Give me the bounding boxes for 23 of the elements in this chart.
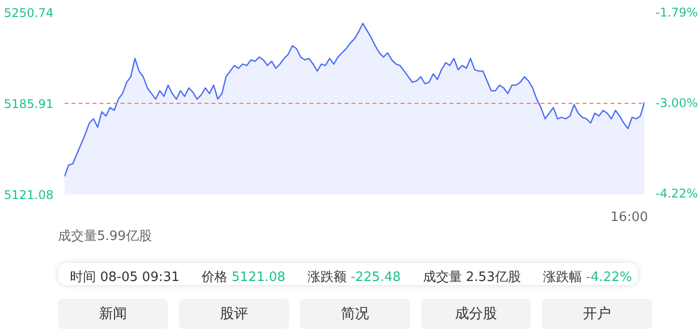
text: 成交量 [422, 270, 462, 285]
text: 16:00 [610, 209, 648, 227]
text: 涨跌幅 [542, 270, 582, 285]
text: -225.48 [350, 270, 401, 285]
y-tick-label: 5185.91 [4, 97, 54, 111]
text: 5121.08 [232, 270, 286, 285]
y2-tick-label: -3.00% [656, 96, 698, 110]
text: 成分股 [421, 299, 531, 329]
text: 涨跌额 [307, 270, 346, 285]
text: 股评 [179, 299, 289, 329]
y2-tick-label: -1.79% [656, 6, 698, 20]
text: 新闻 [58, 299, 168, 329]
text: 成交量5.99亿股 [58, 228, 153, 246]
text: -4.22% [586, 270, 632, 285]
text: 08-05 09:31 [100, 270, 180, 285]
text: 时间 [70, 270, 96, 285]
y-tick-label: 5121.08 [4, 188, 54, 202]
text: 2.53亿股 [466, 270, 521, 285]
text: 开户 [542, 299, 652, 329]
text: 价格 [202, 270, 228, 285]
y2-tick-label: -4.22% [656, 186, 698, 200]
text: 简况 [300, 299, 410, 329]
y-tick-label: 5250.74 [4, 6, 54, 20]
